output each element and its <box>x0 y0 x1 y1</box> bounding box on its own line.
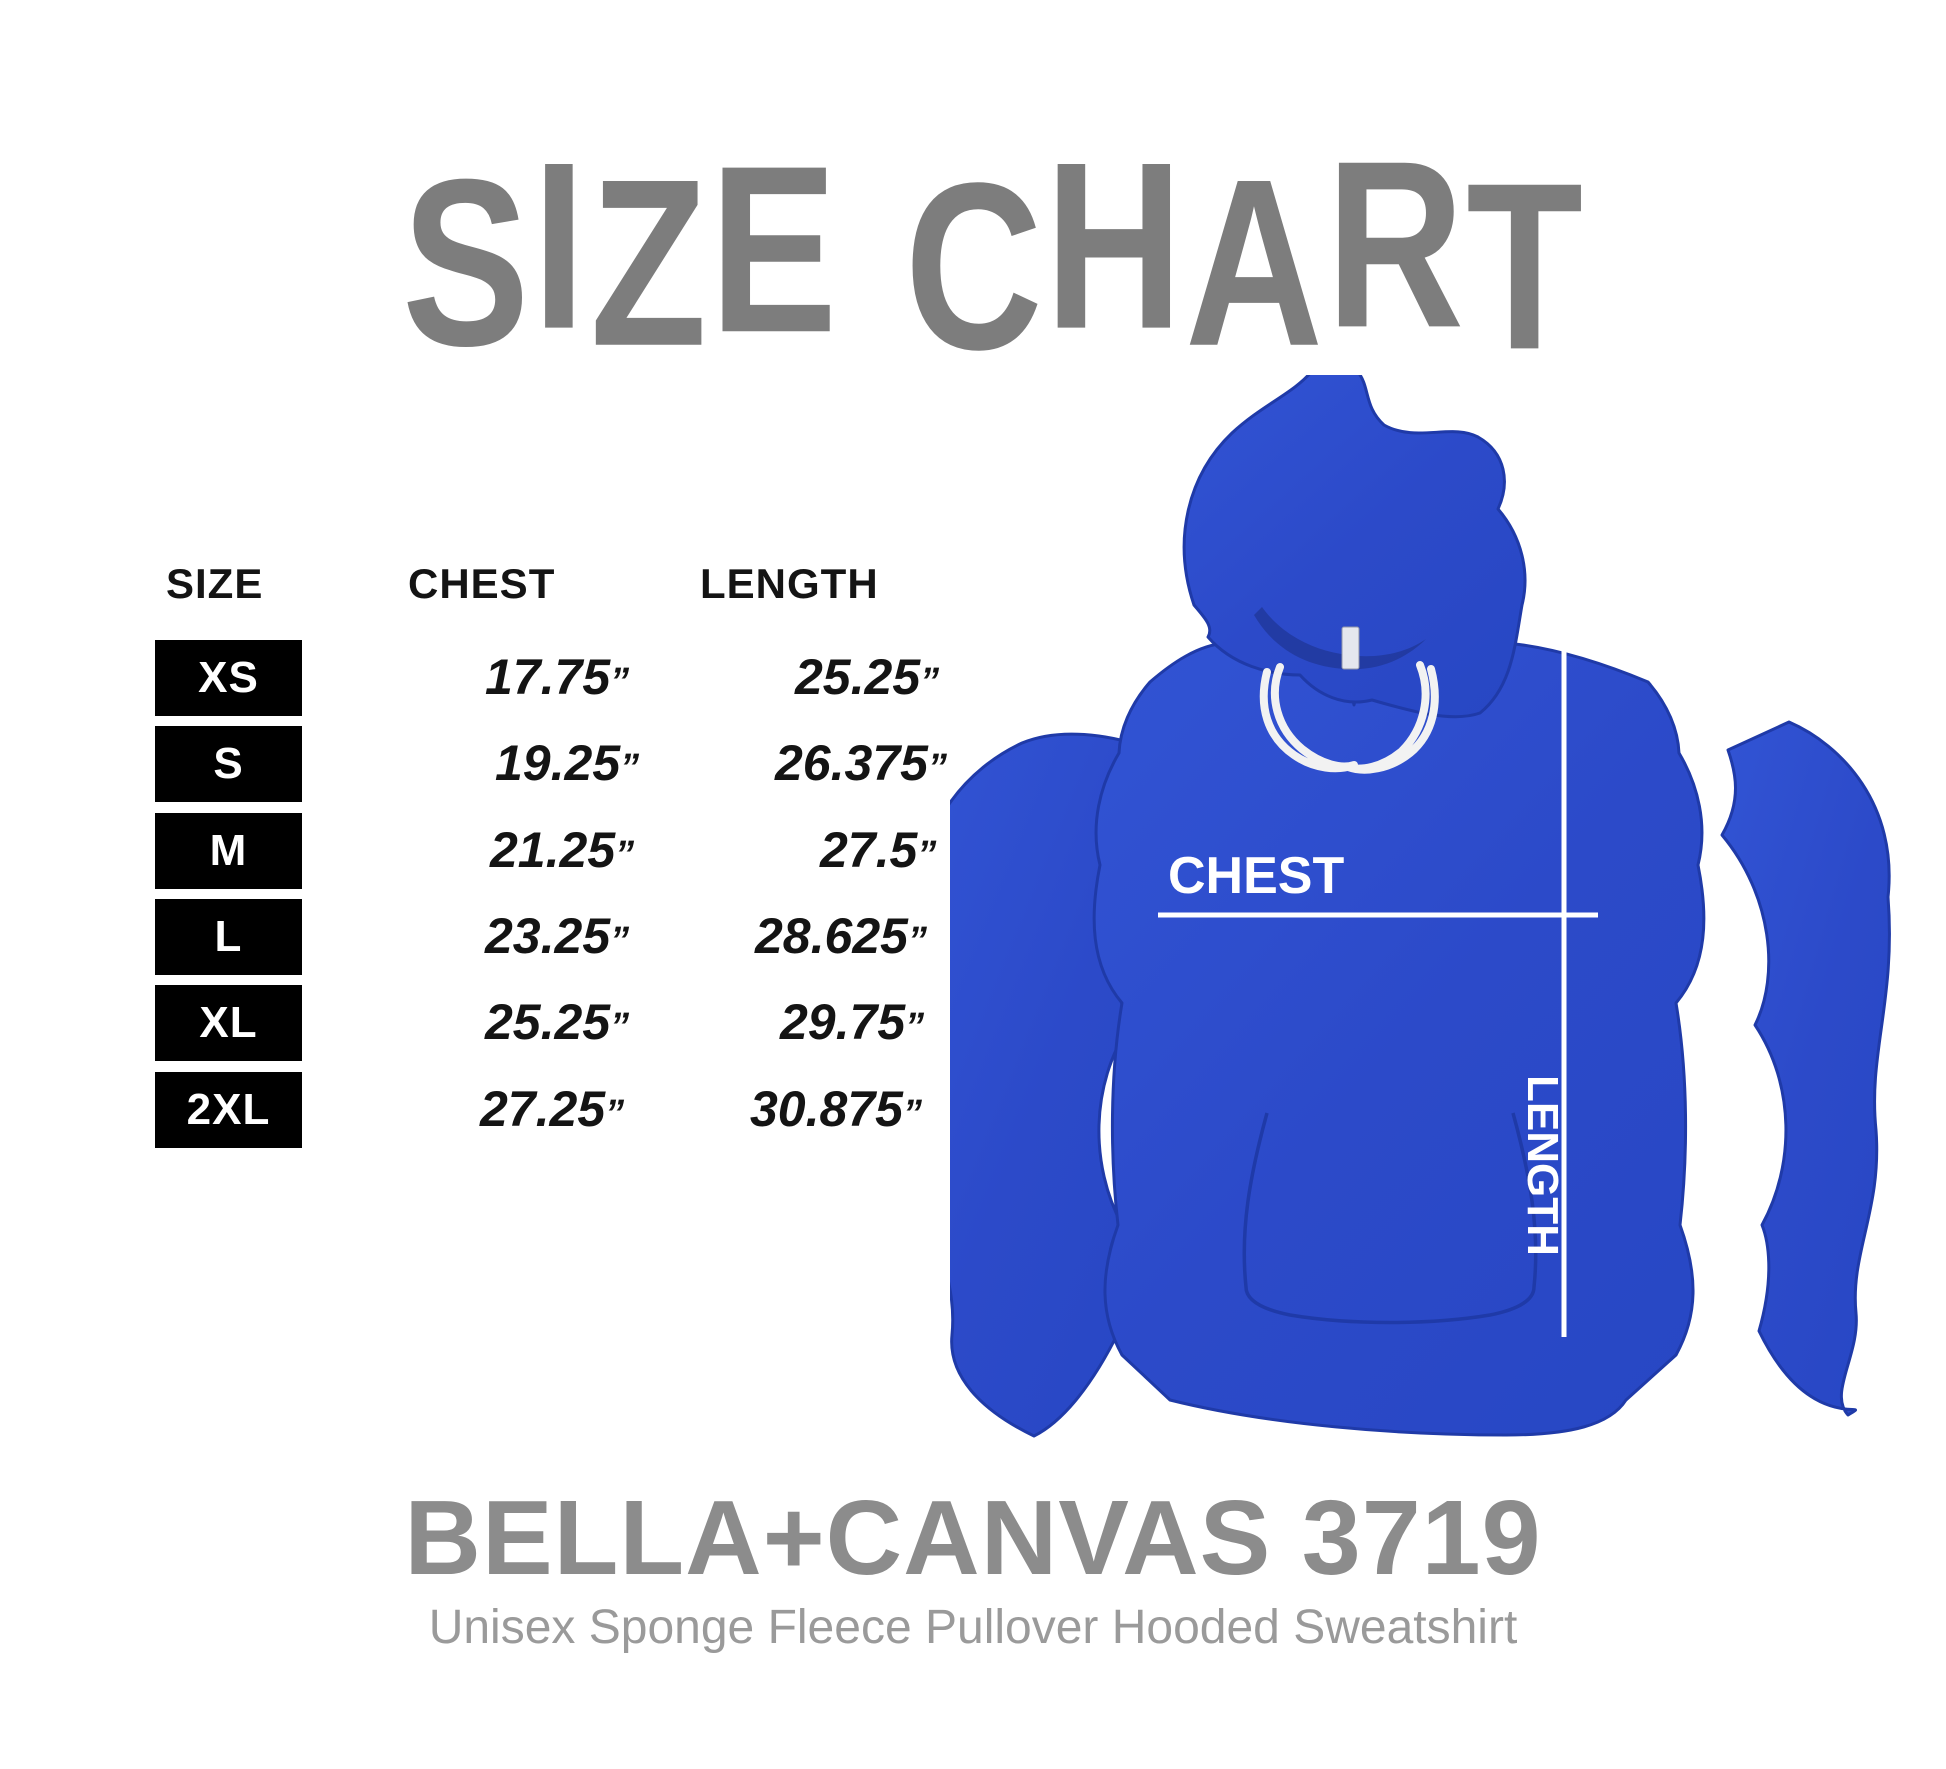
svg-text:CHEST: CHEST <box>1168 847 1344 905</box>
svg-text:LENGTH: LENGTH <box>1518 1075 1567 1256</box>
